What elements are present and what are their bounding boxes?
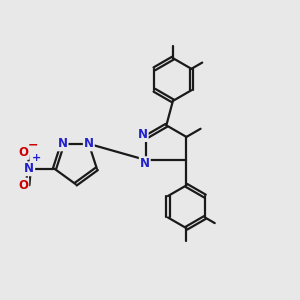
- Text: N: N: [58, 137, 68, 150]
- Text: O: O: [18, 178, 28, 192]
- Text: N: N: [140, 157, 150, 170]
- Text: +: +: [32, 153, 41, 164]
- Text: N: N: [24, 162, 34, 175]
- Text: N: N: [138, 128, 148, 141]
- Text: −: −: [28, 139, 38, 152]
- Text: O: O: [18, 146, 28, 159]
- Text: N: N: [84, 137, 94, 150]
